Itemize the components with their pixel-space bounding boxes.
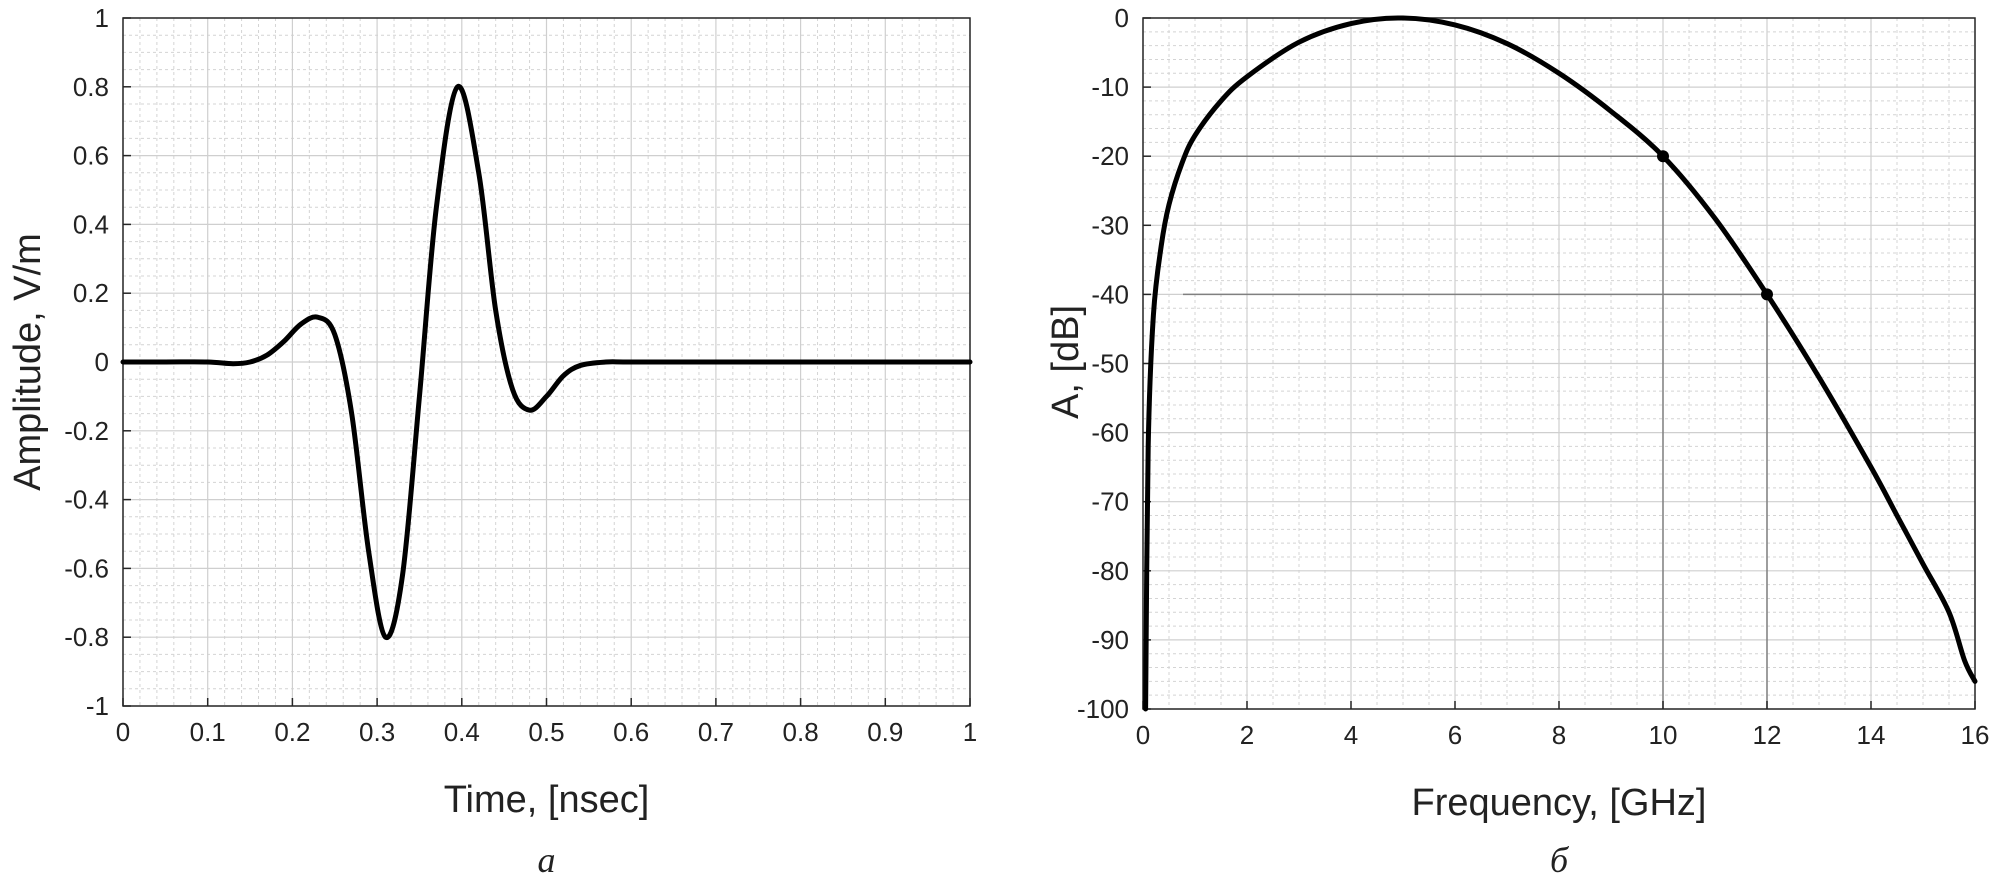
y-tick-label: -0.8 bbox=[64, 622, 109, 652]
x-tick-label: 14 bbox=[1857, 720, 1886, 750]
data-marker bbox=[1761, 288, 1773, 301]
y-tick-label: -80 bbox=[1091, 556, 1129, 586]
x-tick-label: 0.2 bbox=[274, 717, 310, 747]
x-tick-label: 12 bbox=[1753, 720, 1782, 750]
panel-label: а bbox=[538, 840, 556, 880]
y-tick-label: 0.8 bbox=[73, 72, 109, 102]
y-tick-label: 1 bbox=[95, 3, 109, 33]
x-tick-label: 0.6 bbox=[613, 717, 649, 747]
y-tick-label: -40 bbox=[1091, 279, 1129, 309]
y-tick-label: -0.4 bbox=[64, 485, 109, 515]
chart-spectrum: 0 2 4 6 8 10 12 14 16-100-90-80-70-60-50-40-30-2… bbox=[1045, 3, 1989, 880]
x-axis-label: Time, [nsec] bbox=[444, 779, 650, 821]
y-tick-label: 0 bbox=[95, 347, 109, 377]
x-tick-label: 0.5 bbox=[528, 717, 564, 747]
x-tick-label: 10 bbox=[1649, 720, 1678, 750]
x-tick-label: 0 bbox=[116, 717, 130, 747]
y-tick-label: 0.4 bbox=[73, 209, 109, 239]
y-tick-label: 0 bbox=[1115, 3, 1129, 33]
series-line bbox=[1143, 15, 1978, 712]
y-tick-label: -30 bbox=[1091, 210, 1129, 240]
x-tick-label: 0.8 bbox=[783, 717, 819, 747]
y-tick-label: -70 bbox=[1091, 487, 1129, 517]
y-tick-label: -0.6 bbox=[64, 553, 109, 583]
x-tick-label: 1 bbox=[963, 717, 977, 747]
x-tick-label: 16 bbox=[1961, 720, 1990, 750]
x-tick-label: 0.7 bbox=[698, 717, 734, 747]
y-tick-label: 0.6 bbox=[73, 141, 109, 171]
x-axis-label: Frequency, [GHz] bbox=[1412, 782, 1707, 824]
x-tick-label: 0.3 bbox=[359, 717, 395, 747]
y-axis-label: A, [dB] bbox=[1045, 305, 1087, 419]
y-tick-label: -1 bbox=[86, 691, 109, 721]
y-tick-label: -20 bbox=[1091, 141, 1129, 171]
panel-label: б bbox=[1550, 840, 1570, 880]
y-tick-label: 0.2 bbox=[73, 278, 109, 308]
x-tick-label: 4 bbox=[1344, 720, 1358, 750]
x-tick-label: 6 bbox=[1448, 720, 1462, 750]
y-axis-label: Amplitude, V/m bbox=[7, 233, 49, 491]
x-tick-label: 8 bbox=[1552, 720, 1566, 750]
y-tick-label: -90 bbox=[1091, 625, 1129, 655]
chart-amplitude-time: 0 0.1 0.2 0.3 0.4 0.5 0.6 0.7 0.8 0.9 1 -1 -0.8 -0.6 -… bbox=[7, 3, 977, 880]
data-marker bbox=[1657, 150, 1669, 163]
series-line bbox=[120, 84, 973, 640]
x-tick-label: 0.9 bbox=[867, 717, 903, 747]
x-tick-label: 0.1 bbox=[190, 717, 226, 747]
y-tick-label: -50 bbox=[1091, 349, 1129, 379]
y-tick-label: -0.2 bbox=[64, 416, 109, 446]
x-tick-label: 2 bbox=[1240, 720, 1254, 750]
y-tick-label: -100 bbox=[1077, 694, 1129, 724]
y-tick-label: -60 bbox=[1091, 418, 1129, 448]
x-tick-label: 0 bbox=[1136, 720, 1150, 750]
y-tick-label: -10 bbox=[1091, 72, 1129, 102]
x-tick-label: 0.4 bbox=[444, 717, 480, 747]
